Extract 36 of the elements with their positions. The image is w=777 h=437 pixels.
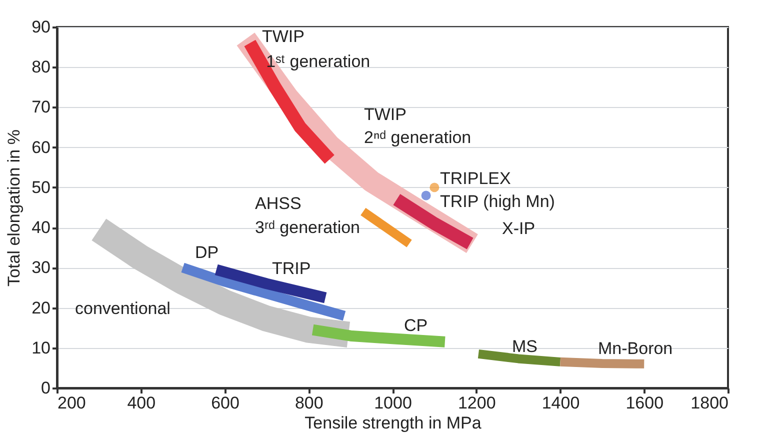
y-axis-title: Total elongation in %	[4, 130, 24, 286]
y-tick-label: 30	[32, 258, 50, 278]
x-tick-label: 1600	[626, 394, 664, 412]
annotation: TRIPLEX	[440, 169, 511, 188]
y-tick-label: 60	[32, 138, 50, 157]
annotation: TWIP	[364, 105, 406, 124]
x-axis-title: Tensile strength in MPa	[304, 414, 482, 432]
x-tick-label: 1200	[458, 394, 496, 412]
annotation: AHSS	[255, 194, 302, 213]
y-tick-label: 70	[32, 98, 50, 117]
annotation: 1ˢᵗ generation	[266, 52, 370, 71]
x-tick-label: 200	[58, 394, 86, 412]
annotation: TRIP	[272, 259, 311, 278]
x-tick-label: 800	[294, 394, 324, 412]
annotation: 2ⁿᵈ generation	[364, 128, 472, 147]
y-tick-label: 10	[32, 338, 50, 358]
y-tick-label: 50	[32, 178, 50, 197]
x-tick-label: 1400	[542, 394, 580, 412]
annotation: DP	[195, 243, 219, 262]
y-tick-label: 90	[32, 18, 50, 36]
y-tick-label: 0	[41, 378, 50, 398]
annotation: X-IP	[502, 219, 536, 238]
annotation: 3ʳᵈ generation	[255, 218, 360, 237]
annotation: TWIP	[262, 27, 304, 46]
annotation: Mn-Boron	[598, 339, 673, 358]
y-tick-label: 20	[32, 298, 50, 318]
y-tick-label: 80	[32, 58, 50, 77]
x-tick-label: 600	[211, 394, 240, 412]
annotation: CP	[404, 316, 428, 335]
x-tick-label: 400	[127, 394, 156, 412]
y-tick-label: 40	[32, 218, 50, 238]
x-tick-label: 1800	[690, 394, 728, 412]
annotation: MS	[512, 337, 538, 356]
x-tick-label: 1000	[374, 394, 412, 412]
annotation: conventional	[75, 299, 170, 318]
annotation: TRIP (high Mn)	[440, 192, 555, 211]
